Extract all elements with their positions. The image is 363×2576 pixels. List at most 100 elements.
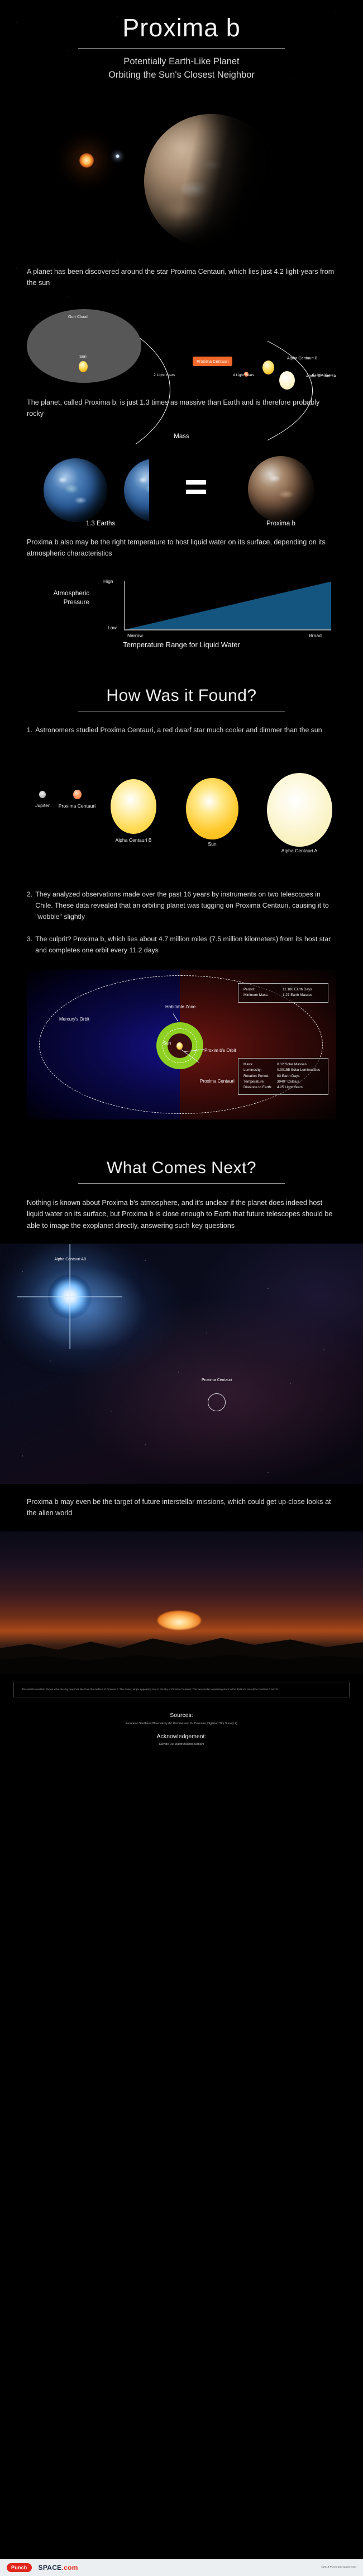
chart-y-axis xyxy=(124,581,125,630)
space-com-logo[interactable]: SPACE.com xyxy=(39,2564,78,2572)
proxima-centauri-star-glow xyxy=(79,153,94,168)
proxima-b-orbit-label-text: Proxim b's Orbit xyxy=(204,1047,236,1053)
setting-star-glow xyxy=(157,1610,201,1630)
subtitle-line-1: Potentially Earth-Like Planet xyxy=(123,56,240,67)
tick-2-light-years: 2 Light Years xyxy=(154,373,175,377)
alpha-centauri-a-body xyxy=(267,773,332,847)
fact-value-period: 11.186 Earth Days xyxy=(283,987,312,992)
water-paragraph: Proxima b also may be the right temperat… xyxy=(27,538,326,558)
star-size-comparison: Jupiter Proxima Centauri Alpha Centauri … xyxy=(0,752,363,853)
fact-value-temperature: 3040° Celsius xyxy=(277,1080,299,1084)
chart-x-tick-narrow: Narrow xyxy=(127,633,143,639)
fact-key-rotation-period: Rotation Period: xyxy=(243,1074,269,1078)
earth-mass-caption: 1.3 Earths xyxy=(85,520,116,527)
proxima-b-facts-box: Period: 11.186 Earth Days Minimum Mass: … xyxy=(238,983,328,1003)
space-logo-dot: .com xyxy=(61,2564,78,2572)
chart-x-axis xyxy=(124,629,331,630)
proxima-centauri-facts-box: Mass: 0.12 Solar Masses Luminosity: 0.00… xyxy=(238,1057,328,1095)
chart-area-fill xyxy=(125,581,331,630)
proxima-b-globe xyxy=(248,456,314,522)
punch-logo[interactable]: Punch xyxy=(7,2563,32,2572)
closing-paragraph: Proxima b may even be the target of futu… xyxy=(27,1498,331,1517)
orbit-comparison-diagram: Mercury's Orbit Habitable Zone Sun Proxi… xyxy=(27,969,336,1119)
proxima-b-orbit-label: Proxim b's Orbit xyxy=(204,1048,236,1054)
sun-marker-label: Sun xyxy=(163,1040,171,1046)
tick-4-light-years: 4 Light Years xyxy=(233,373,255,377)
step-3-text: The culprit? Proxima b, which lies about… xyxy=(35,935,331,954)
sun-label: Sun xyxy=(79,353,87,359)
mass-comparison: Mass 1.3 Earths Proxima b xyxy=(0,422,363,527)
mercury-orbit-label-text: Mercury's Orbit xyxy=(59,1016,89,1022)
oort-cloud-label: Oort Cloud xyxy=(68,314,88,319)
fact-row-distance: Distance to Earth: 4.25 Light Years xyxy=(243,1085,323,1090)
fact-key-period: Period: xyxy=(243,987,255,992)
chart-x-axis-title: Temperature Range for Liquid Water xyxy=(123,641,240,649)
what-next-heading: What Comes Next? xyxy=(106,1158,257,1177)
alpha-centauri-a-dot xyxy=(279,371,295,390)
hero-planet-illustration xyxy=(0,85,363,259)
fact-row-temperature: Temperature: 3040° Celsius xyxy=(243,1079,323,1085)
fact-key-temperature: Temperature: xyxy=(243,1080,265,1084)
image-credit-text: This artist's rendition shows what the s… xyxy=(22,1687,279,1691)
alpha-centauri-b-label: Alpha Centauri B xyxy=(287,355,318,360)
proxima-centauri-marker-text: Proxima Centauri xyxy=(200,1078,235,1084)
title-divider xyxy=(78,48,285,49)
alpha-centauri-b-label: Alpha Centauri B xyxy=(115,837,152,843)
step-2-number: 2. xyxy=(27,890,33,899)
earth-globe-1 xyxy=(44,458,107,522)
fact-row-period: Period: 11.186 Earth Days xyxy=(243,987,323,993)
earth-clip-mask xyxy=(149,454,216,526)
what-next-divider xyxy=(78,1183,285,1184)
fact-row-luminosity: Luminosity: 0.00155 Solar Luminosities xyxy=(243,1068,323,1073)
step-3-number: 3. xyxy=(27,935,33,943)
jupiter-label: Jupiter xyxy=(35,803,50,809)
step-1-number: 1. xyxy=(27,726,33,734)
proxima-b-orbit-path xyxy=(163,1028,197,1063)
hero-bottom-fade xyxy=(0,225,363,259)
habitable-zone-label-text: Habitable Zone xyxy=(165,1004,196,1009)
chart-y-tick-high: High xyxy=(103,578,113,585)
footer-copyright: ©2016 Purch and Space.com xyxy=(321,2566,356,2569)
habitable-zone-label: Habitable Zone xyxy=(165,1004,195,1010)
proxima-centauri-galaxy-label-text: Proxima Centauri xyxy=(201,1378,232,1383)
fact-key-luminosity: Luminosity: xyxy=(243,1068,262,1073)
how-found-step-1: 1. Astronomers studied Proxima Centauri,… xyxy=(0,725,363,736)
equals-bar-bottom xyxy=(186,489,206,494)
galaxy-starfield xyxy=(0,1244,363,1484)
proxima-centauri-dot xyxy=(244,371,249,377)
fact-row-mass: Mass: 0.12 Solar Masses xyxy=(243,1062,323,1068)
atmospheric-pressure-chart: Atmospheric Pressure High Low Narrow Bro… xyxy=(0,562,363,649)
fact-value-distance: 4.25 Light Years xyxy=(277,1085,303,1090)
step-1-text: Astronomers studied Proxima Centauri, a … xyxy=(35,726,322,734)
fact-row-rotation-period: Rotation Period: 83 Earth Days xyxy=(243,1074,323,1079)
proxima-centauri-galaxy-label: Proxima Centauri xyxy=(197,1378,237,1383)
alpha-centauri-ab-label-text: Alpha Centauri AB xyxy=(54,1258,87,1262)
alien-landscape-image xyxy=(0,1531,363,1674)
alpha-centauri-pair-star xyxy=(116,154,120,159)
space-logo-word: SPACE xyxy=(38,2564,62,2572)
chart-x-tick-broad: Broad xyxy=(309,633,322,639)
alpha-centauri-a-label: Alpha Centauri A xyxy=(306,373,336,378)
jupiter-body xyxy=(39,791,46,799)
what-next-section-header: What Comes Next? xyxy=(0,1151,363,1184)
proxima-centauri-highlight-circle xyxy=(208,1393,226,1412)
alpha-centauri-ab-bright-star xyxy=(48,1275,92,1319)
step-2-text: They analyzed observations made over the… xyxy=(35,890,329,921)
galaxy-sky-image: Alpha Centauri AB Proxima Centauri xyxy=(0,1244,363,1484)
proxima-centauri-body xyxy=(73,790,82,800)
subtitle-line-2: Orbiting the Sun's Closest Neighbor xyxy=(108,69,255,80)
sun-dot xyxy=(79,360,88,372)
tick-6-light-years: 6 Light Years xyxy=(312,373,334,377)
alpha-centauri-b-body xyxy=(111,779,156,834)
alpha-centauri-a-label: Alpha Centauri A xyxy=(281,848,318,854)
fact-key-distance: Distance to Earth: xyxy=(243,1085,272,1090)
fact-row-minimum-mass: Minimum Mass: 1.27 Earth Masses xyxy=(243,993,323,998)
fact-value-minimum-mass: 1.27 Earth Masses xyxy=(283,993,313,998)
proxima-centauri-tag: Proxima Centauri xyxy=(193,356,233,366)
mercury-orbit-path xyxy=(39,975,323,1114)
proxima-centauri-marker-label: Proxima Centauri xyxy=(200,1079,235,1084)
equals-bar-top xyxy=(186,480,206,485)
fact-value-mass: 0.12 Solar Masses xyxy=(277,1062,307,1066)
mass-heading: Mass xyxy=(174,433,189,440)
